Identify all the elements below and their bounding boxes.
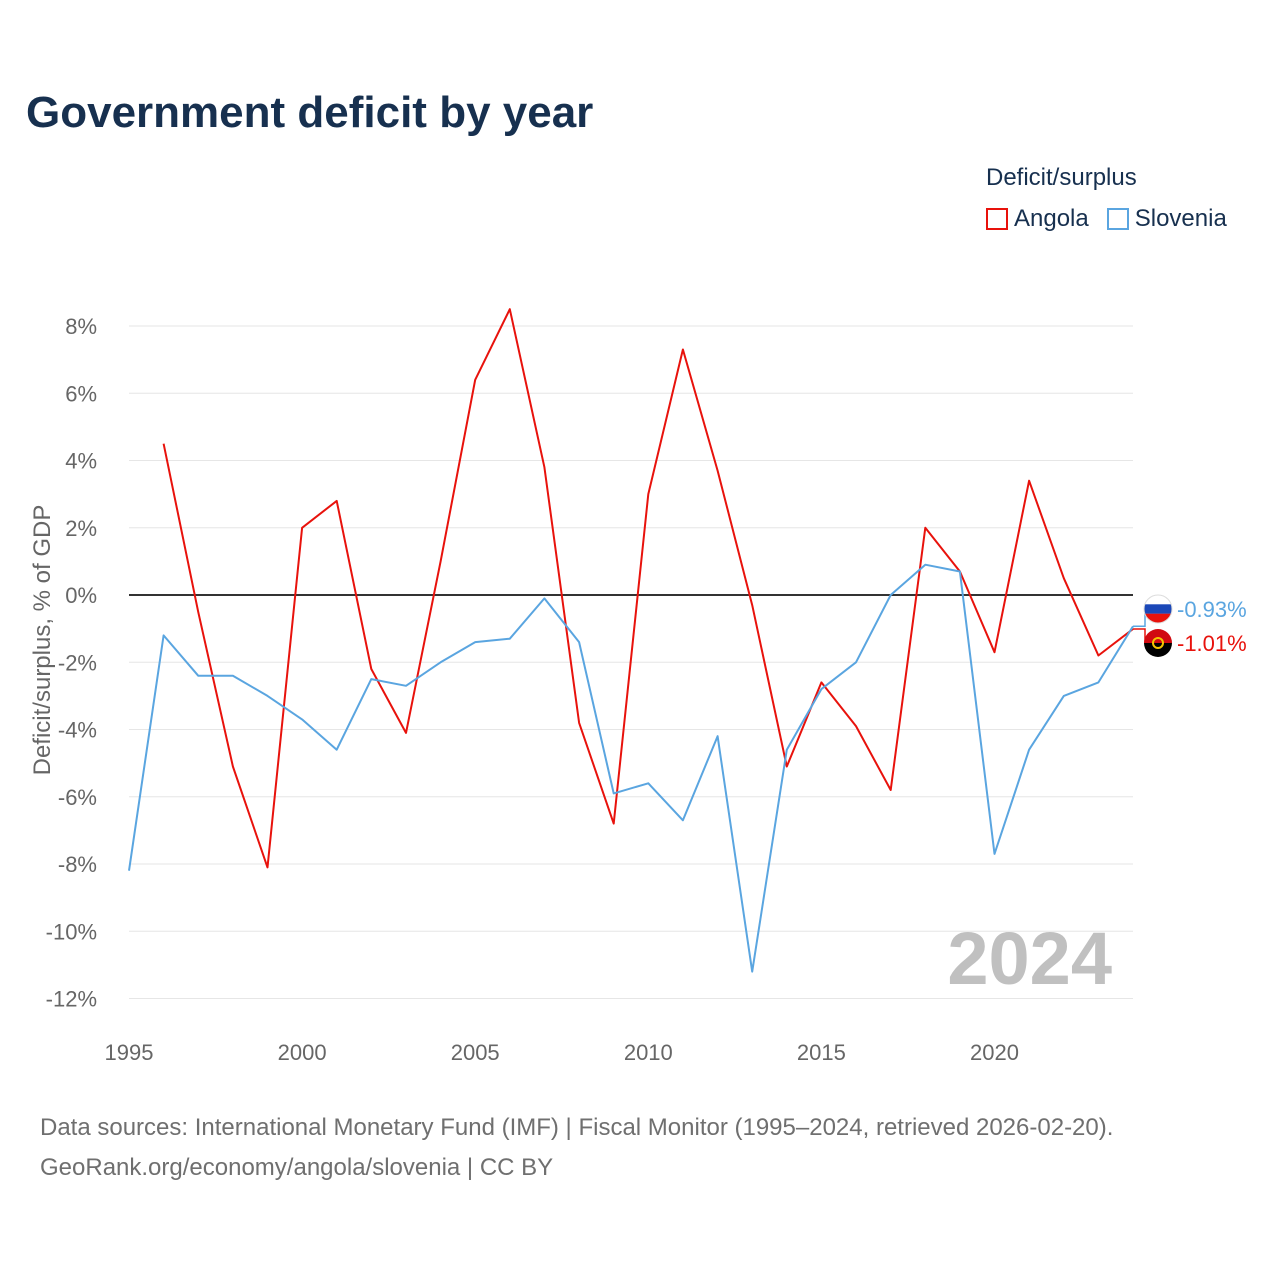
flag-angola-icon [1144, 629, 1172, 657]
x-tick-label: 1995 [105, 1040, 154, 1065]
footer-sources: Data sources: International Monetary Fun… [40, 1114, 1114, 1141]
y-tick-label: -6% [58, 785, 97, 810]
end-label-angola: -1.01% [1177, 631, 1247, 656]
y-tick-label: 6% [65, 381, 97, 406]
x-tick-label: 2020 [970, 1040, 1019, 1065]
legend-label-angola: Angola [1014, 205, 1089, 232]
legend-item-angola[interactable]: Angola [986, 205, 1089, 233]
series-lines [128, 308, 1134, 973]
y-tick-label: 4% [65, 449, 97, 474]
x-tick-label: 2005 [451, 1040, 500, 1065]
footer: Data sources: International Monetary Fun… [40, 1108, 1113, 1188]
current-year-watermark: 2024 [947, 917, 1112, 1000]
end-markers: -0.93% -1.01% [1133, 594, 1247, 657]
footer-attribution[interactable]: GeoRank.org/economy/angola/slovenia | CC… [40, 1154, 554, 1181]
y-tick-label: 8% [65, 314, 97, 339]
y-tick-label: -2% [58, 650, 97, 675]
series-line-angola [162, 308, 1134, 869]
end-label-slovenia: -0.93% [1177, 597, 1247, 622]
legend: Angola Slovenia [986, 205, 1245, 233]
grid-lines [129, 325, 1133, 999]
legend-title: Deficit/surplus [986, 164, 1137, 191]
y-tick-label: -12% [46, 987, 97, 1012]
x-tick-label: 2010 [624, 1040, 673, 1065]
flag-slovenia-icon [1143, 594, 1173, 624]
y-tick-label: 2% [65, 516, 97, 541]
connector-angola [1133, 628, 1146, 644]
connector-slovenia [1133, 608, 1146, 628]
series-line-slovenia [128, 563, 1134, 973]
legend-swatch-angola [986, 208, 1008, 230]
x-axis-ticks: 1995 2000 2005 2010 2015 2020 [105, 1040, 1019, 1065]
x-tick-label: 2000 [278, 1040, 327, 1065]
x-tick-label: 2015 [797, 1040, 846, 1065]
chart-title: Government deficit by year [26, 88, 594, 137]
y-tick-label: -10% [46, 919, 97, 944]
legend-swatch-slovenia [1106, 208, 1129, 230]
legend-label-slovenia: Slovenia [1134, 205, 1227, 232]
y-axis-ticks: 8% 6% 4% 2% 0% -2% -4% -6% -8% -10% -12% [46, 314, 97, 1012]
y-tick-label: -8% [58, 852, 97, 877]
y-tick-label: -4% [58, 718, 97, 743]
y-axis-label: Deficit/surplus, % of GDP [29, 505, 56, 776]
y-tick-label: 0% [65, 583, 97, 608]
legend-item-slovenia[interactable]: Slovenia [1106, 205, 1227, 233]
